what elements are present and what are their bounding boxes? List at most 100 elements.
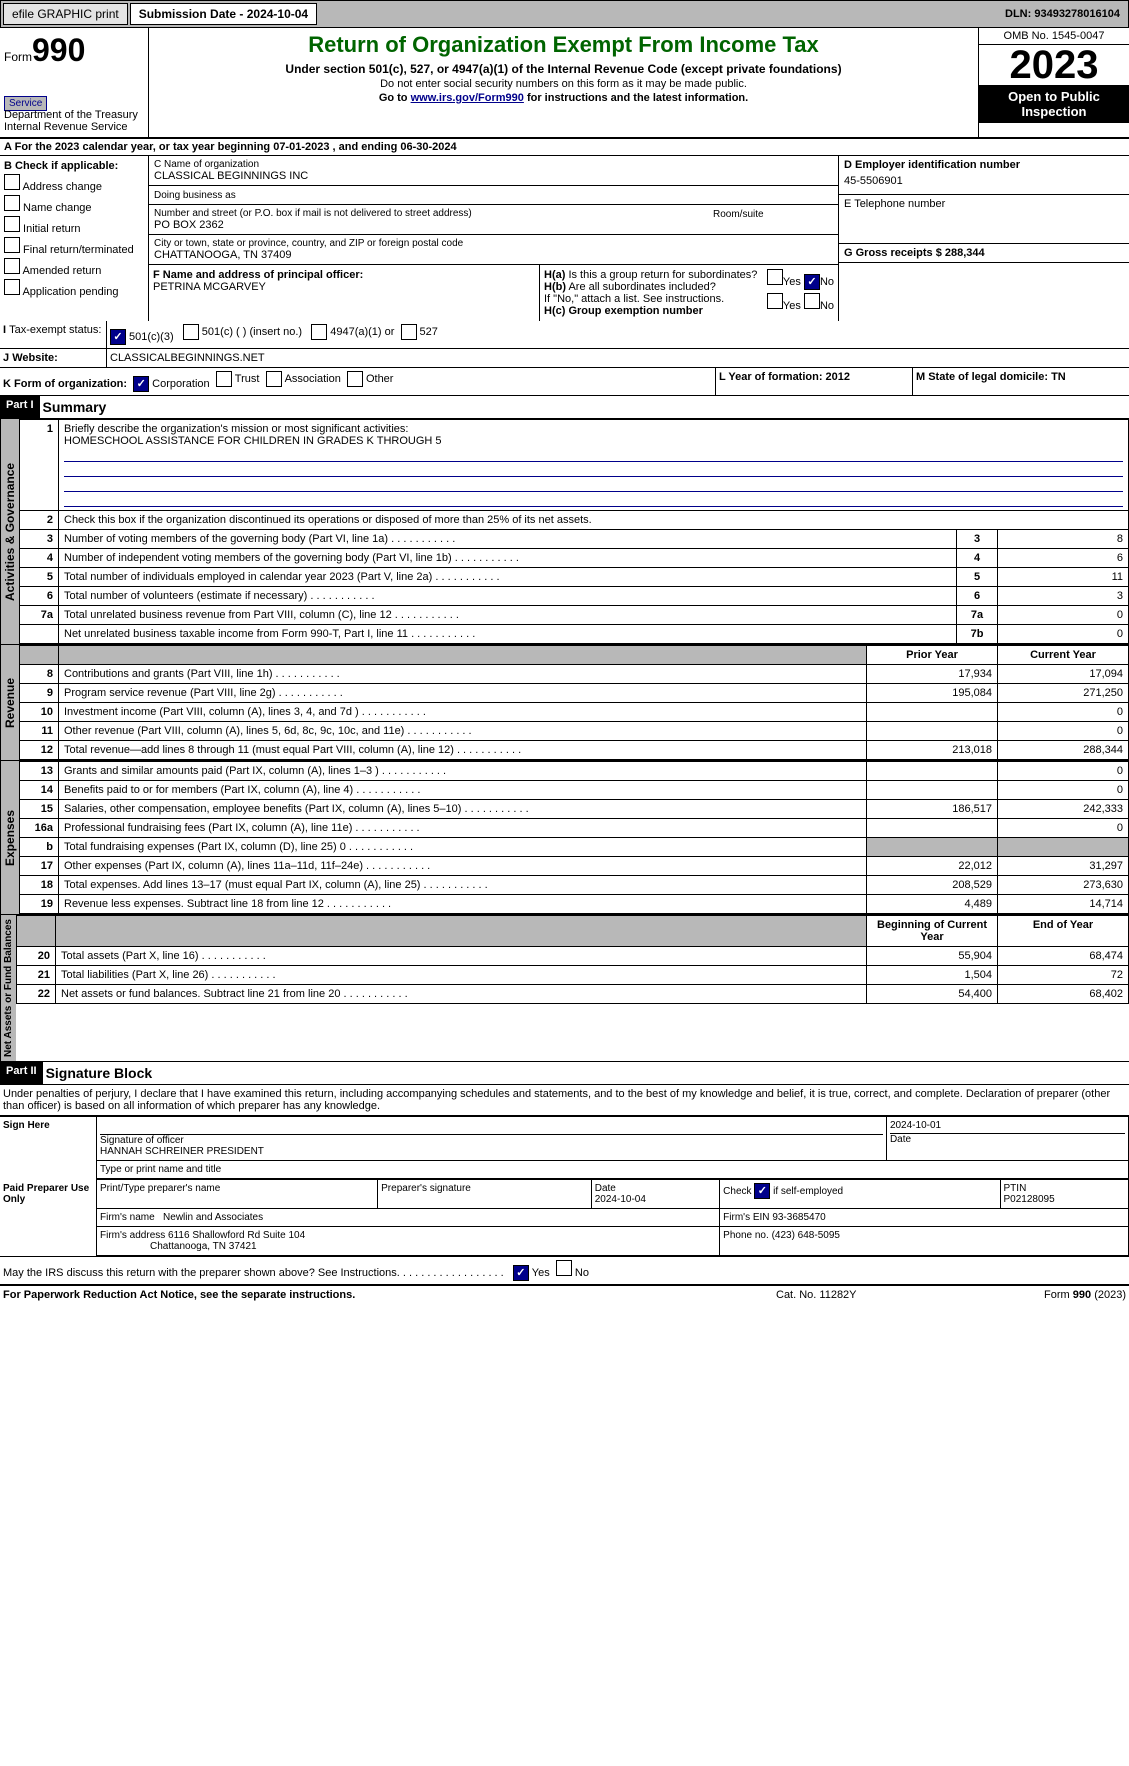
other-checkbox[interactable] bbox=[347, 371, 363, 387]
pdate-value: 2024-10-04 bbox=[595, 1194, 646, 1205]
sig-officer-label: Signature of officer bbox=[100, 1135, 184, 1146]
line-18-prior: 208,529 bbox=[867, 876, 998, 895]
line-10-desc: Investment income (Part VIII, column (A)… bbox=[59, 703, 867, 722]
line-14-current: 0 bbox=[998, 781, 1129, 800]
discuss-row: May the IRS discuss this return with the… bbox=[0, 1256, 1129, 1284]
line-13-current: 0 bbox=[998, 762, 1129, 781]
line-15-prior: 186,517 bbox=[867, 800, 998, 819]
date-label: Date bbox=[890, 1134, 911, 1145]
line-8-desc: Contributions and grants (Part VIII, lin… bbox=[59, 665, 867, 684]
line-21-desc: Total liabilities (Part X, line 26) bbox=[56, 966, 867, 985]
org-address: PO BOX 2362 bbox=[154, 219, 703, 231]
end-year-header: End of Year bbox=[998, 916, 1129, 947]
line-22-current: 68,402 bbox=[998, 985, 1129, 1004]
part2-header: Part II bbox=[0, 1062, 43, 1084]
line-12-desc: Total revenue—add lines 8 through 11 (mu… bbox=[59, 741, 867, 760]
4947-checkbox[interactable] bbox=[311, 324, 327, 340]
row-i-label: I Tax-exempt status: bbox=[0, 321, 107, 348]
line-17-prior: 22,012 bbox=[867, 857, 998, 876]
box-b-label: B Check if applicable: bbox=[4, 160, 144, 172]
dba-label: Doing business as bbox=[154, 190, 236, 201]
officer-name: HANNAH SCHREINER PRESIDENT bbox=[100, 1146, 264, 1157]
line-6-desc: Total number of volunteers (estimate if … bbox=[59, 587, 957, 606]
discuss-yes-checkbox[interactable]: ✓ bbox=[513, 1265, 529, 1281]
501c3-checkbox[interactable]: ✓ bbox=[110, 329, 126, 345]
line-12-current: 288,344 bbox=[998, 741, 1129, 760]
ssn-warning: Do not enter social security numbers on … bbox=[153, 78, 974, 90]
firm-name-value: Newlin and Associates bbox=[163, 1212, 263, 1223]
checkbox-address-change[interactable]: Address change bbox=[4, 174, 144, 193]
irs-label: Internal Revenue Service bbox=[4, 121, 144, 133]
corp-checkbox[interactable]: ✓ bbox=[133, 376, 149, 392]
prior-year-header: Prior Year bbox=[867, 646, 998, 665]
line-20-prior: 55,904 bbox=[867, 947, 998, 966]
line-16a-current: 0 bbox=[998, 819, 1129, 838]
box-c-name-label: C Name of organization bbox=[154, 159, 833, 170]
line-b-current bbox=[998, 838, 1129, 857]
checkbox-final-return-terminated[interactable]: Final return/terminated bbox=[4, 237, 144, 256]
line-17-desc: Other expenses (Part IX, column (A), lin… bbox=[59, 857, 867, 876]
501c-checkbox[interactable] bbox=[183, 324, 199, 340]
checkbox-name-change[interactable]: Name change bbox=[4, 195, 144, 214]
side-governance: Activities & Governance bbox=[0, 419, 19, 644]
preparer-sig-label: Preparer's signature bbox=[378, 1180, 592, 1209]
trust-checkbox[interactable] bbox=[216, 371, 232, 387]
line2: Check this box if the organization disco… bbox=[59, 511, 1129, 530]
part2-title: Signature Block bbox=[43, 1062, 156, 1084]
row-a-taxyear: A For the 2023 calendar year, or tax yea… bbox=[0, 139, 1129, 156]
line-14-prior bbox=[867, 781, 998, 800]
self-employed-checkbox[interactable]: ✓ bbox=[754, 1183, 770, 1199]
form-title: Return of Organization Exempt From Incom… bbox=[153, 32, 974, 58]
side-expenses: Expenses bbox=[0, 761, 19, 914]
hb-yes-checkbox[interactable] bbox=[767, 293, 783, 309]
line-9-prior: 195,084 bbox=[867, 684, 998, 703]
firm-addr-value: 6116 Shallowford Rd Suite 104 bbox=[168, 1230, 305, 1241]
firm-ein-label: Firm's EIN bbox=[723, 1212, 769, 1223]
line-b-prior bbox=[867, 838, 998, 857]
527-checkbox[interactable] bbox=[401, 324, 417, 340]
pra-notice: For Paperwork Reduction Act Notice, see … bbox=[3, 1289, 776, 1301]
line-22-desc: Net assets or fund balances. Subtract li… bbox=[56, 985, 867, 1004]
tax-year: 2023 bbox=[979, 45, 1129, 85]
firm-addr-label: Firm's address bbox=[100, 1230, 165, 1241]
irs-link[interactable]: www.irs.gov/Form990 bbox=[411, 92, 524, 104]
state-domicile: M State of legal domicile: TN bbox=[913, 368, 1129, 395]
ptin-label: PTIN bbox=[1004, 1183, 1027, 1194]
checkbox-application-pending[interactable]: Application pending bbox=[4, 279, 144, 298]
ha-yes-checkbox[interactable] bbox=[767, 269, 783, 285]
line-7a-desc: Total unrelated business revenue from Pa… bbox=[59, 606, 957, 625]
website-value: CLASSICALBEGINNINGS.NET bbox=[107, 349, 1129, 367]
box-h-a: H(a) Is this a group return for subordin… bbox=[544, 269, 834, 281]
line-6-value: 3 bbox=[998, 587, 1129, 606]
assoc-checkbox[interactable] bbox=[266, 371, 282, 387]
checkbox-amended-return[interactable]: Amended return bbox=[4, 258, 144, 277]
cat-number: Cat. No. 11282Y bbox=[776, 1289, 976, 1301]
line-7a-value: 0 bbox=[998, 606, 1129, 625]
discuss-no-checkbox[interactable] bbox=[556, 1260, 572, 1276]
checkbox-initial-return[interactable]: Initial return bbox=[4, 216, 144, 235]
hb-no-checkbox[interactable] bbox=[804, 293, 820, 309]
row-j-label: J Website: bbox=[0, 349, 107, 367]
form-number: Form990 bbox=[4, 32, 144, 69]
line-15-desc: Salaries, other compensation, employee b… bbox=[59, 800, 867, 819]
line-22-prior: 54,400 bbox=[867, 985, 998, 1004]
submission-date: Submission Date - 2024-10-04 bbox=[130, 3, 317, 25]
ptin-value: P02128095 bbox=[1004, 1194, 1055, 1205]
form-footer: Form 990 (2023) bbox=[976, 1289, 1126, 1301]
sig-date: 2024-10-01 bbox=[890, 1120, 941, 1131]
line-19-current: 14,714 bbox=[998, 895, 1129, 914]
line-10-current: 0 bbox=[998, 703, 1129, 722]
box-e-label: E Telephone number bbox=[844, 198, 945, 210]
side-revenue: Revenue bbox=[0, 645, 19, 760]
dept-treasury: Department of the Treasury bbox=[4, 109, 144, 121]
row-k-form-org: K Form of organization: ✓ Corporation Tr… bbox=[0, 368, 715, 395]
line-9-desc: Program service revenue (Part VIII, line… bbox=[59, 684, 867, 703]
city-label: City or town, state or province, country… bbox=[154, 238, 833, 249]
topbar: efile GRAPHIC print Submission Date - 20… bbox=[0, 0, 1129, 28]
ha-no-checkbox[interactable]: ✓ bbox=[804, 274, 820, 290]
line-b-desc: Total fundraising expenses (Part IX, col… bbox=[59, 838, 867, 857]
firm-ein-value: 93-3685470 bbox=[772, 1212, 825, 1223]
efile-print-button[interactable]: efile GRAPHIC print bbox=[3, 3, 128, 25]
perjury-declaration: Under penalties of perjury, I declare th… bbox=[0, 1084, 1129, 1115]
type-name-label: Type or print name and title bbox=[100, 1164, 221, 1175]
